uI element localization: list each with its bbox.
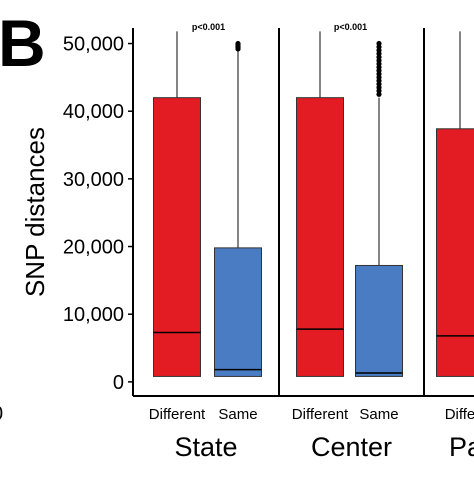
y-tick-label: 30,000 [63,169,124,191]
category-label: Same [359,406,398,423]
y-tick-label: 20,000 [63,237,124,259]
y-tick-label: 40,000 [63,101,124,123]
outlier-point [376,41,381,46]
panel-title: State [174,432,237,462]
y-tick-label: 10,000 [63,304,124,326]
category-label: Same [218,406,257,423]
box-different [297,98,344,377]
text-layer: B 0 SNP distances 0 10,000 20,000 30,000 40,… [0,6,474,462]
y-tick-label: 0 [113,372,124,394]
box-different [154,98,201,377]
box-same [356,265,403,376]
p-value-label: p<0.001 [334,22,367,32]
category-label: Different [149,406,206,423]
box-diffe [437,129,474,377]
panel-title: Center [311,432,392,462]
marks-layer [154,31,474,376]
category-label: Different [292,406,349,423]
y-axis-label: SNP distances [20,127,50,297]
panel-title: Pa [449,432,474,462]
box-same [215,248,262,377]
panel-letter: B [0,6,46,80]
outlier-point [235,41,240,46]
left-crop-text: 0 [0,403,3,425]
y-tick-label: 50,000 [63,34,124,56]
category-label: Diffe [445,406,474,423]
p-value-label: p<0.001 [192,22,225,32]
